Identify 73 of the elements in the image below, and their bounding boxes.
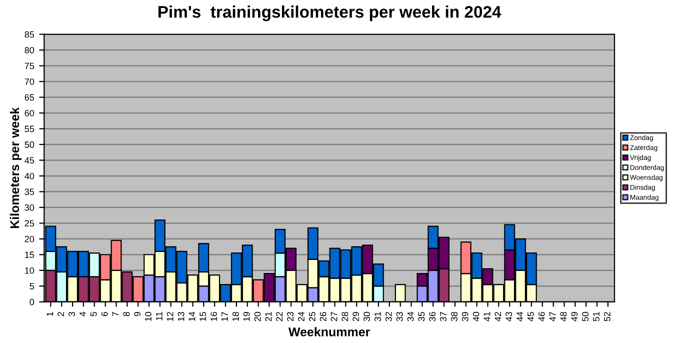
y-tick-label: 70 [24,78,34,85]
x-tick-label: 34 [407,312,414,322]
x-tick-label: 8 [123,312,130,316]
x-tick-label: 38 [451,312,458,322]
y-axis-title: Kilometers per week [10,107,22,228]
x-tick-label: 31 [374,312,381,322]
x-tick-label: 2 [58,312,64,316]
y-tick-label: 10 [25,267,34,274]
x-tick-label: 23 [287,312,294,322]
x-tick-label: 41 [484,312,490,322]
x-tick-label: 24 [298,312,304,322]
y-tick-label: 5 [30,283,34,290]
x-tick-label: 14 [188,312,196,321]
x-tick-label: 22 [276,312,282,322]
y-tick-label: 80 [24,47,34,54]
y-tick-label: 35 [24,188,34,196]
y-tick-label: 50 [24,141,34,148]
y-tick-label: 30 [24,204,34,211]
x-tick-label: 45 [528,312,534,322]
x-tick-label: 12 [166,312,174,321]
x-tick-label: 15 [200,312,206,321]
y-tick-label: 15 [25,252,34,258]
x-tick-label: 4 [80,312,86,316]
x-tick-label: 17 [222,312,228,321]
x-tick-label: 18 [232,312,239,321]
x-tick-label: 26 [320,312,326,322]
x-tick-label: 27 [330,312,338,322]
x-tick-label: 42 [494,312,502,322]
x-tick-label: 9 [134,312,141,316]
x-tick-label: 19 [243,312,250,321]
x-tick-label: 20 [254,312,261,322]
y-tick-label: 0 [30,298,34,306]
x-tick-label: 32 [385,312,392,322]
y-tick-label: 75 [24,62,34,70]
x-tick-label: 37 [440,312,446,322]
x-tick-label: 50 [582,312,589,322]
chart-title: Pim's trainingskilometers per week in 2024 [158,6,502,22]
y-tick-label: 25 [24,220,34,227]
x-tick-label: 21 [265,312,272,322]
x-tick-label: 35 [418,312,425,322]
x-tick-label: 44 [516,312,523,322]
x-tick-label: 39 [462,312,468,322]
x-tick-label: 29 [352,312,360,322]
y-tick-label: 45 [24,157,34,164]
x-tick-label: 36 [429,312,436,322]
x-tick-label: 16 [210,312,218,321]
x-tick-label: 25 [308,312,316,322]
x-tick-label: 1 [46,312,54,316]
x-tick-label: 46 [538,312,545,322]
y-tick-label: 55 [24,126,34,132]
y-tick-label: 40 [24,172,34,180]
x-tick-label: 5 [90,312,97,316]
x-tick-label: 28 [342,312,348,322]
x-tick-label: 33 [396,312,403,322]
y-tick-label: 65 [24,94,34,101]
x-tick-label: 51 [593,312,600,322]
x-tick-label: 10 [145,312,152,321]
x-tick-label: 13 [178,312,184,321]
y-tick-label: 60 [24,110,34,116]
x-tick-label: 11 [156,312,162,320]
x-tick-label: 6 [101,312,108,316]
y-tick-label: 85 [24,31,34,38]
x-tick-label: 40 [472,312,480,322]
x-tick-label: 30 [364,312,370,322]
x-tick-label: 43 [506,312,512,322]
y-tick-label: 20 [24,236,34,242]
x-tick-label: 49 [571,312,578,322]
x-tick-label: 7 [112,312,119,316]
x-tick-label: 48 [560,312,567,322]
x-tick-label: 47 [549,312,556,322]
x-axis-title: Weeknummer [288,327,370,336]
x-tick-label: 52 [604,312,610,322]
x-tick-label: 3 [68,312,75,316]
